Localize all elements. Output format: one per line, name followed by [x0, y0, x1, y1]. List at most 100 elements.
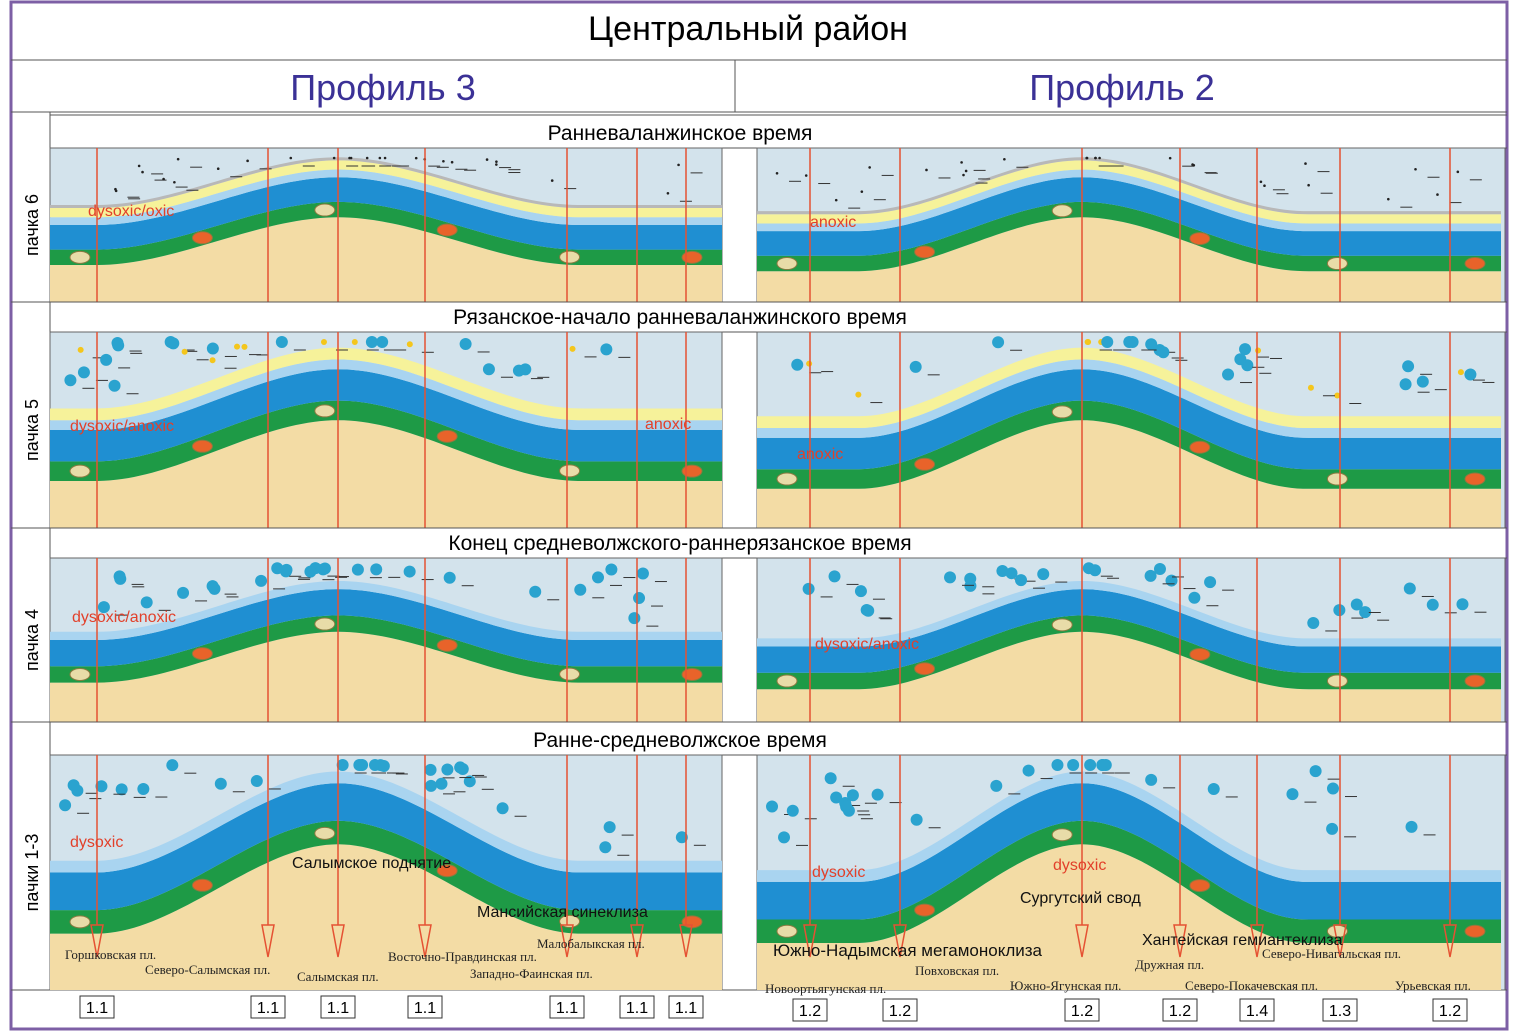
fauna: [910, 361, 922, 373]
fauna: [766, 800, 778, 812]
fauna: [840, 801, 852, 813]
fauna: [990, 780, 1002, 792]
well-name: Салымская пл.: [297, 970, 379, 984]
sediment-dot: [1304, 162, 1307, 165]
well-code: 1.2: [799, 1003, 821, 1020]
fauna: [251, 775, 263, 787]
fauna: [1458, 369, 1464, 375]
shell: [777, 925, 797, 937]
fauna: [276, 336, 288, 348]
fauna: [605, 564, 617, 576]
shell: [1052, 619, 1072, 631]
well-name: Дружная пл.: [1135, 958, 1204, 972]
shell: [437, 639, 457, 651]
well-name: Горшковская пл.: [65, 948, 156, 962]
shell: [70, 668, 90, 680]
fauna: [1255, 347, 1261, 353]
fauna: [241, 344, 247, 350]
fauna: [215, 778, 227, 790]
fauna: [1406, 821, 1418, 833]
shell: [1465, 925, 1485, 937]
profile-title: Профиль 2: [1029, 67, 1214, 108]
shell: [70, 251, 90, 263]
structure-label: Сургутский свод: [1020, 890, 1141, 908]
shell: [915, 246, 935, 258]
sediment-dot: [1387, 198, 1390, 201]
fauna: [435, 778, 447, 790]
shell: [915, 458, 935, 470]
fauna: [628, 612, 640, 624]
fauna: [574, 584, 586, 596]
fauna: [425, 764, 437, 776]
shell: [1190, 233, 1210, 245]
well-name: Восточно-Правдинская пл.: [388, 950, 537, 964]
well-code: 1.1: [626, 1000, 648, 1017]
fauna: [376, 336, 388, 348]
sediment-dot: [442, 160, 445, 163]
shell: [560, 465, 580, 477]
shell: [1190, 648, 1210, 660]
fauna: [592, 571, 604, 583]
sediment-dot: [677, 164, 680, 167]
sediment-dot: [1263, 184, 1266, 187]
shell: [777, 675, 797, 687]
fauna: [964, 580, 976, 592]
fauna: [1188, 592, 1200, 604]
shell: [777, 473, 797, 485]
fauna: [182, 349, 188, 355]
sediment-dot: [384, 157, 387, 160]
fauna: [1327, 783, 1339, 795]
well-name: Северо-Салымская пл.: [145, 963, 270, 977]
fauna: [1234, 353, 1246, 365]
diagram: Центральный районПрофиль 3Профиль 2Ранне…: [0, 0, 1526, 1036]
sediment-dot: [350, 157, 353, 160]
fauna: [872, 789, 884, 801]
fauna: [944, 571, 956, 583]
well-name: Западно-Фаинская пл.: [470, 967, 593, 981]
fauna: [1067, 759, 1079, 771]
fauna: [353, 759, 365, 771]
fauna: [68, 779, 80, 791]
well-name: Северо-Нивагальская пл.: [1262, 947, 1401, 961]
fauna: [1015, 574, 1027, 586]
fauna: [1222, 369, 1234, 381]
fauna: [441, 764, 453, 776]
fauna: [1127, 336, 1139, 348]
sediment-dot: [486, 158, 489, 161]
shell: [192, 648, 212, 660]
structure-label: Мансийская синеклиза: [477, 904, 648, 922]
well-code: 1.3: [1329, 1003, 1351, 1020]
fauna: [1208, 783, 1220, 795]
fauna: [1023, 765, 1035, 777]
sediment-dot: [776, 172, 779, 175]
fauna: [234, 344, 240, 350]
period-title: Конец средневолжского-раннерязанское вре…: [448, 532, 911, 555]
sediment-dot: [962, 174, 965, 177]
fauna: [803, 583, 815, 595]
fauna: [529, 586, 541, 598]
shell: [1327, 473, 1347, 485]
fauna: [855, 392, 861, 398]
fauna: [304, 566, 316, 578]
shell: [915, 904, 935, 916]
fauna: [570, 346, 576, 352]
fauna: [1464, 368, 1476, 380]
fauna: [165, 336, 177, 348]
fauna: [1351, 599, 1363, 611]
well-code: 1.1: [675, 1000, 697, 1017]
well-code: 1.2: [889, 1003, 911, 1020]
fauna: [407, 341, 413, 347]
fauna: [404, 566, 416, 578]
fauna: [1166, 575, 1178, 587]
fauna: [791, 359, 803, 371]
sediment-dot: [1094, 157, 1097, 160]
well-code: 1.2: [1071, 1003, 1093, 1020]
fauna: [911, 814, 923, 826]
shell: [1327, 258, 1347, 270]
shell: [915, 663, 935, 675]
period-title: Рязанское-начало ранневаланжинского врем…: [453, 306, 907, 329]
fauna: [1154, 563, 1166, 575]
fauna: [519, 363, 531, 375]
shell: [1190, 880, 1210, 892]
title: Центральный район: [588, 10, 908, 48]
